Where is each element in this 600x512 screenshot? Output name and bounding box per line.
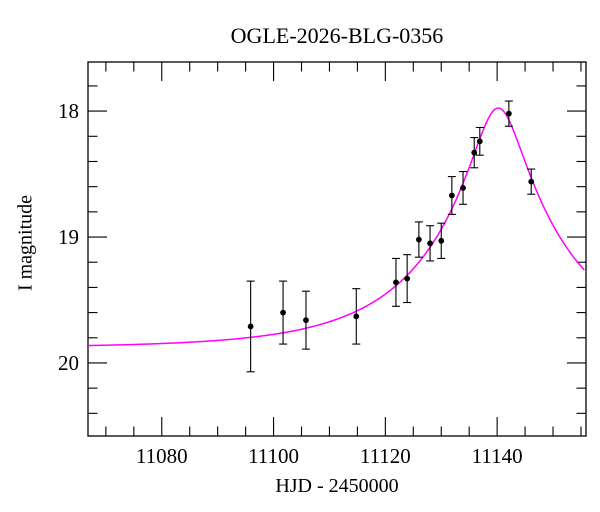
data-point <box>438 237 445 244</box>
x-tick-label: 11080 <box>136 444 188 468</box>
y-axis-title: I magnitude <box>14 194 37 292</box>
chart-title: OGLE-2026-BLG-0356 <box>230 23 444 48</box>
data-point <box>471 149 478 156</box>
x-tick-label: 11100 <box>248 444 299 468</box>
data-point <box>476 138 483 145</box>
y-tick-label: 18 <box>58 99 79 123</box>
data-point <box>247 323 254 330</box>
data-point <box>505 110 512 117</box>
x-tick-label: 11120 <box>360 444 411 468</box>
y-tick-label: 20 <box>58 351 79 375</box>
data-point <box>353 313 360 320</box>
data-point <box>393 279 399 286</box>
data-point <box>448 192 455 199</box>
data-point <box>415 236 422 243</box>
data-point <box>460 185 466 191</box>
x-axis-title: HJD - 2450000 <box>275 475 399 497</box>
data-point <box>303 317 309 324</box>
data-point <box>427 240 433 247</box>
y-tick-label: 19 <box>58 225 79 249</box>
plot-frame <box>87 61 587 437</box>
data-point <box>404 275 411 282</box>
model-curve <box>87 107 585 347</box>
data-point <box>280 309 286 316</box>
x-tick-label: 11140 <box>472 444 523 468</box>
data-point <box>528 178 535 185</box>
